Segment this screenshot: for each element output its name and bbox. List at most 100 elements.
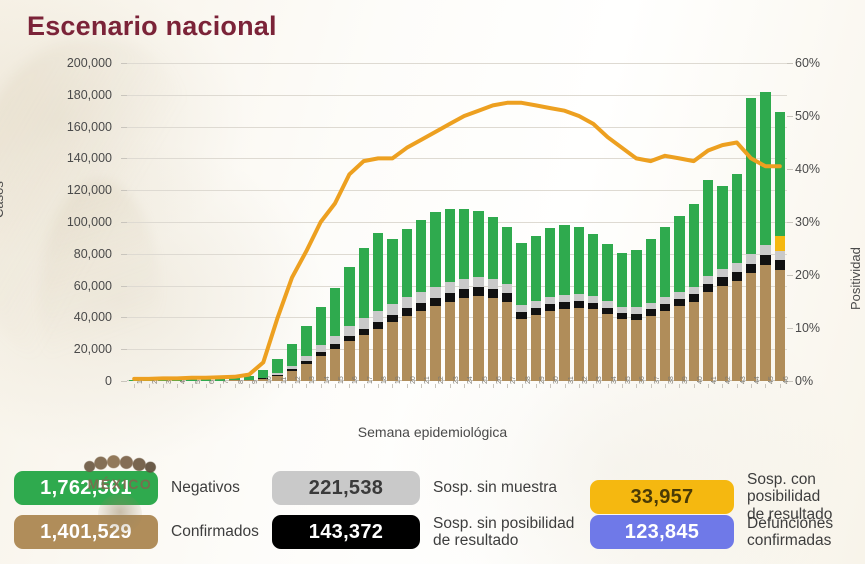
bar-segment [745, 272, 757, 381]
bar-segment [286, 369, 298, 372]
legend-label: Defunciones confirmadas [747, 515, 834, 550]
bar-segment [372, 233, 384, 312]
y-axis-left-tick-label: 180,000 [66, 87, 112, 102]
x-axis-tickmark [248, 384, 250, 388]
y-axis-right-tick-label: 30% [795, 215, 821, 229]
x-axis-tick-label: 20 [409, 376, 417, 384]
legend-label: Sosp. sin muestra [433, 479, 558, 497]
bar-segment [616, 319, 628, 381]
y-axis-left-tickmark [121, 349, 127, 351]
bar-segment [545, 311, 556, 381]
y-axis-left-tickmark [121, 381, 127, 382]
bar-segment [631, 307, 642, 314]
bar-segment [731, 263, 742, 273]
bar-segment [444, 208, 455, 282]
bar-column [372, 233, 384, 381]
bar-column [415, 220, 427, 381]
bar-column [688, 203, 699, 381]
x-axis-tickmark [665, 384, 667, 388]
bar-segment [645, 302, 656, 310]
bar-segment [545, 304, 556, 312]
bar-column [745, 98, 757, 381]
x-axis-tick-label: 10 [266, 376, 274, 384]
x-axis-tickmark [507, 384, 509, 388]
y-axis-left-tick-label: 0 [105, 374, 112, 388]
y-axis-left-title: Casos [0, 181, 6, 218]
bar-segment [430, 211, 441, 287]
y-axis-right-tick-label: 10% [795, 321, 821, 335]
x-axis-tick-label: 22 [438, 376, 446, 384]
legend-item: 1,762,561 Negativos [14, 471, 240, 505]
y-axis-left-tick-label: 140,000 [66, 151, 112, 166]
legend-value-badge: 1,762,561 [14, 471, 158, 505]
bar-column [717, 186, 728, 381]
y-axis-right-tick-label: 60% [795, 56, 821, 70]
y-axis-right-tickmark [787, 63, 793, 64]
x-axis-tick-label: 30 [553, 376, 561, 384]
x-axis-tick-label: 29 [538, 376, 546, 384]
bar-segment [745, 263, 757, 273]
bar-segment [473, 287, 484, 296]
x-axis-tickmark [751, 384, 753, 388]
bar-segment [616, 306, 628, 313]
bar-segment [502, 284, 513, 294]
bar-column [401, 228, 412, 381]
bar-segment [387, 303, 398, 315]
bar-segment [717, 277, 728, 286]
x-axis-tickmark [736, 384, 738, 388]
bar-segment [344, 267, 355, 326]
legend-item: 123,845 Defunciones confirmadas [590, 515, 833, 550]
x-axis-tickmark [765, 384, 767, 388]
x-axis-tickmark [492, 384, 494, 388]
bar-segment [659, 297, 671, 305]
bar-segment [702, 291, 714, 381]
bar-column [329, 288, 341, 381]
x-axis-tick-label: 23 [452, 376, 460, 384]
x-axis-tick-label: 35 [625, 376, 632, 384]
x-axis-tickmark [478, 384, 480, 388]
bar-column [344, 267, 355, 381]
x-axis-tick-label: 19 [395, 376, 403, 384]
y-axis-right-tick-label: 0% [795, 374, 814, 388]
bar-segment [745, 254, 757, 264]
x-axis-tickmark [392, 384, 394, 388]
bar-column [559, 224, 570, 381]
bar-segment [545, 228, 556, 297]
logo-wordmark: MÉXICO [87, 476, 153, 492]
y-axis-left-tickmark [121, 94, 127, 96]
bar-segment [387, 314, 398, 323]
y-axis-left-tickmark [121, 190, 127, 192]
bar-segment [301, 356, 312, 362]
bar-segment [645, 315, 656, 381]
legend-label: Sosp. con posibilidad de resultado [747, 471, 833, 523]
bar-column [301, 325, 312, 381]
bar-segment [702, 180, 714, 276]
x-axis-tick-label: 24 [467, 376, 475, 384]
legend-label: Negativos [171, 479, 240, 497]
x-axis-tickmark [134, 384, 136, 388]
bar-column [631, 250, 642, 381]
x-axis-tickmark [378, 384, 380, 388]
bar-segment [702, 275, 714, 285]
bar-segment [430, 286, 441, 298]
x-axis-tick-label: 9 [251, 380, 259, 384]
x-axis-tick-label: 39 [682, 376, 690, 384]
x-axis-tickmark [277, 384, 279, 388]
bar-segment [602, 243, 613, 302]
bar-segment [760, 92, 771, 246]
x-axis-tick-label: 14 [323, 376, 331, 384]
bar-segment [659, 311, 671, 381]
y-axis-left-tickmark [121, 126, 127, 128]
bar-segment [731, 272, 742, 281]
x-axis-tick-label: 11 [280, 376, 288, 384]
x-axis-tick-label: 26 [495, 376, 503, 384]
bar-segment [631, 319, 642, 381]
bar-column [573, 227, 585, 381]
x-axis-tickmark [521, 384, 523, 388]
bar-segment [774, 269, 785, 381]
bar-segment [459, 289, 470, 299]
bar-segment [659, 227, 671, 298]
x-axis-tick-label: 44 [754, 376, 762, 384]
bar-column [602, 243, 613, 381]
bar-column [444, 208, 455, 381]
